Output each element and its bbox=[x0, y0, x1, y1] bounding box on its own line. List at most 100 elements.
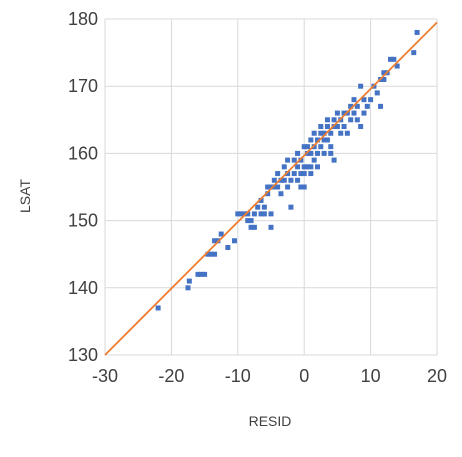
data-point bbox=[364, 103, 370, 109]
data-point bbox=[301, 144, 307, 150]
data-point bbox=[361, 110, 367, 116]
data-point bbox=[185, 285, 191, 291]
data-point bbox=[271, 177, 277, 183]
data-point bbox=[268, 211, 274, 217]
data-point bbox=[248, 224, 254, 230]
data-point bbox=[394, 63, 400, 69]
x-tick-label: 0 bbox=[299, 366, 309, 386]
data-point bbox=[291, 157, 297, 163]
data-point bbox=[334, 124, 340, 130]
data-point bbox=[231, 238, 237, 244]
data-point bbox=[321, 150, 327, 156]
data-point bbox=[354, 103, 360, 109]
data-point bbox=[258, 197, 264, 203]
y-tick-label: 170 bbox=[68, 76, 98, 96]
data-point bbox=[301, 164, 307, 170]
data-point bbox=[291, 171, 297, 177]
data-point bbox=[388, 56, 394, 62]
data-point bbox=[328, 130, 334, 136]
data-point bbox=[351, 97, 357, 103]
data-point bbox=[341, 124, 347, 130]
data-point bbox=[186, 278, 192, 284]
data-point bbox=[344, 130, 350, 136]
data-point bbox=[261, 204, 267, 210]
data-point bbox=[285, 157, 291, 163]
data-point bbox=[308, 137, 314, 143]
data-point bbox=[308, 164, 314, 170]
data-point bbox=[198, 271, 204, 277]
data-point bbox=[281, 177, 287, 183]
data-point bbox=[324, 137, 330, 143]
x-tick-label: -20 bbox=[158, 366, 184, 386]
data-point bbox=[348, 117, 354, 123]
y-tick-labels: 130 140 150 160 170 180 bbox=[68, 9, 98, 365]
data-point bbox=[268, 224, 274, 230]
data-point bbox=[238, 211, 244, 217]
data-point bbox=[391, 56, 397, 62]
data-point bbox=[205, 251, 211, 257]
data-point bbox=[195, 271, 201, 277]
data-point bbox=[295, 150, 301, 156]
data-point bbox=[212, 251, 218, 257]
data-point bbox=[288, 204, 294, 210]
data-point bbox=[298, 157, 304, 163]
data-point bbox=[328, 144, 334, 150]
data-point bbox=[225, 244, 231, 250]
y-tick-label: 160 bbox=[68, 143, 98, 163]
data-point bbox=[314, 164, 320, 170]
data-point bbox=[275, 184, 281, 190]
data-point bbox=[212, 238, 218, 244]
data-point bbox=[314, 150, 320, 156]
data-point bbox=[378, 103, 384, 109]
y-tick-label: 150 bbox=[68, 211, 98, 231]
data-point bbox=[305, 150, 311, 156]
y-tick-label: 130 bbox=[68, 345, 98, 365]
data-point bbox=[275, 171, 281, 177]
data-point bbox=[268, 184, 274, 190]
data-point bbox=[305, 164, 311, 170]
x-tick-label: 10 bbox=[361, 366, 381, 386]
data-point bbox=[311, 130, 317, 136]
data-point bbox=[305, 144, 311, 150]
data-point bbox=[318, 130, 324, 136]
fit-line-layer bbox=[104, 21, 438, 356]
data-point bbox=[338, 130, 344, 136]
data-point bbox=[295, 164, 301, 170]
data-point bbox=[155, 305, 161, 311]
data-point bbox=[308, 171, 314, 177]
data-point bbox=[381, 70, 387, 76]
x-tick-label: -10 bbox=[225, 366, 251, 386]
data-point bbox=[354, 117, 360, 123]
data-point bbox=[281, 164, 287, 170]
data-point bbox=[245, 218, 251, 224]
x-tick-label: 20 bbox=[427, 366, 447, 386]
y-tick-label: 140 bbox=[68, 278, 98, 298]
data-point bbox=[245, 211, 251, 217]
data-point bbox=[341, 110, 347, 116]
data-point bbox=[258, 211, 264, 217]
data-point bbox=[381, 76, 387, 82]
data-point bbox=[278, 191, 284, 197]
y-axis-title: LSAT bbox=[17, 179, 33, 213]
data-point bbox=[255, 204, 261, 210]
data-point bbox=[271, 184, 277, 190]
data-point bbox=[318, 144, 324, 150]
data-point bbox=[374, 90, 380, 96]
data-point bbox=[251, 211, 257, 217]
x-axis-title: RESID bbox=[249, 413, 292, 429]
data-point bbox=[368, 97, 374, 103]
data-point bbox=[311, 157, 317, 163]
data-point bbox=[351, 110, 357, 116]
data-point bbox=[321, 137, 327, 143]
data-point bbox=[261, 211, 267, 217]
data-point bbox=[295, 177, 301, 183]
data-point bbox=[414, 29, 420, 35]
data-point bbox=[285, 171, 291, 177]
data-point bbox=[331, 117, 337, 123]
data-point bbox=[361, 97, 367, 103]
data-point bbox=[241, 211, 247, 217]
data-point bbox=[248, 218, 254, 224]
data-point bbox=[324, 117, 330, 123]
y-tick-label: 180 bbox=[68, 9, 98, 29]
gridlines bbox=[104, 18, 438, 356]
